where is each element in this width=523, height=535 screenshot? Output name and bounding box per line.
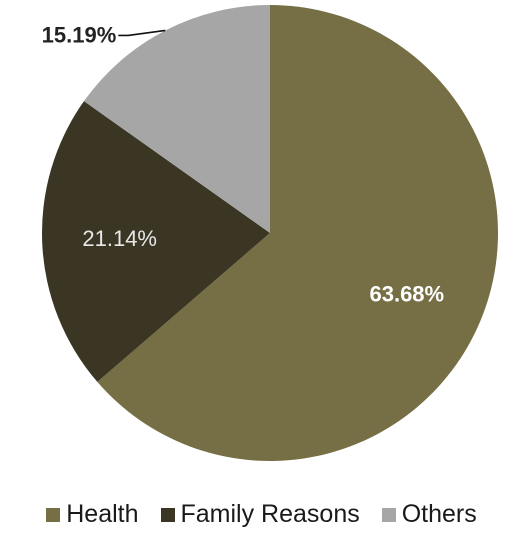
legend-item-health[interactable]: Health xyxy=(46,500,139,529)
legend-label-others: Others xyxy=(401,500,477,528)
leader-line-others xyxy=(118,29,166,37)
pie-slice-family-reasons[interactable] xyxy=(42,101,271,382)
pie-slices xyxy=(42,5,498,461)
legend-item-family-reasons[interactable]: Family Reasons xyxy=(160,500,360,529)
pie-slice-others[interactable] xyxy=(83,5,271,233)
legend-swatch-family-reasons xyxy=(160,507,175,522)
legend-swatch-health xyxy=(46,507,61,522)
legend-item-others[interactable]: Others xyxy=(381,500,477,529)
data-label-family-reasons: 21.14% xyxy=(82,226,157,251)
legend-swatch-others xyxy=(381,507,396,522)
pie-labels: 63.68% 21.14% 15.19% xyxy=(42,22,444,306)
pie-chart: 63.68% 21.14% 15.19% xyxy=(42,5,498,461)
pie-slice-health[interactable] xyxy=(97,5,498,461)
data-label-health: 63.68% xyxy=(369,281,444,306)
chart-legend: Health Family Reasons Others xyxy=(0,500,523,529)
legend-label-family-reasons: Family Reasons xyxy=(180,500,360,528)
data-label-others: 15.19% xyxy=(42,22,117,47)
legend-label-health: Health xyxy=(66,500,139,528)
